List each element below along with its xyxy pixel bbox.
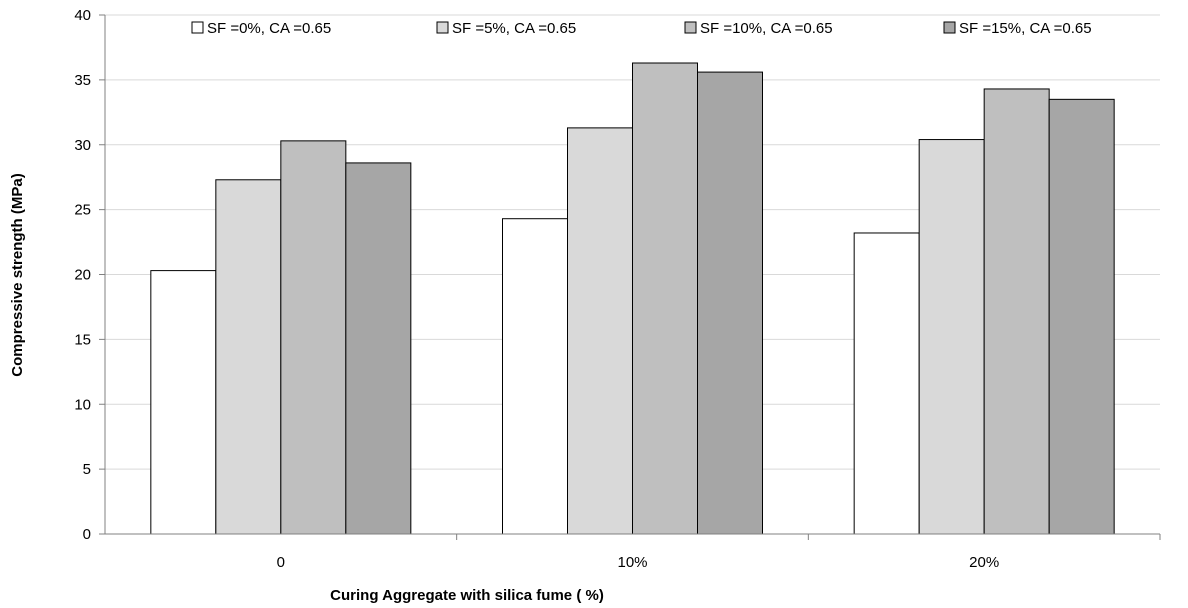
y-axis-title: Compressive strength (MPa) [9,173,26,376]
bar [150,270,217,535]
y-tick-label: 5 [83,461,91,478]
bar [632,62,698,535]
x-axis-title: Curing Aggregate with silica fume ( %) [330,587,604,604]
y-tick-label: 15 [74,331,91,348]
legend-swatch [436,21,449,34]
bar [502,218,568,535]
y-tick-label: 35 [74,72,91,89]
bars [150,62,1115,535]
bar [280,140,347,535]
y-tick-label: 20 [74,267,91,284]
y-tick-label: 25 [74,202,91,219]
bar [697,71,763,535]
bar [918,139,985,535]
x-tick-label: 0 [277,554,285,571]
bar [853,232,920,535]
legend-label: SF =10%, CA =0.65 [700,20,833,37]
bar [345,162,412,535]
legend: SF =0%, CA =0.65 SF =5%, CA =0.65 SF =10%,… [191,20,1092,37]
legend-swatch [684,21,697,34]
bar [983,88,1050,535]
legend-label: SF =5%, CA =0.65 [452,20,576,37]
legend-label: SF =15%, CA =0.65 [959,20,1092,37]
x-tick-label: 20% [969,554,999,571]
bar [1048,98,1115,535]
legend-label: SF =0%, CA =0.65 [207,20,331,37]
y-tick-label: 30 [74,137,91,154]
legend-swatch [943,21,956,34]
y-tick-label: 0 [83,526,91,543]
legend-swatch [191,21,204,34]
bar [567,127,633,535]
y-tick-label: 10 [74,396,91,413]
axes: 0 5 10 15 20 25 30 35 40 0 10% 20% [74,7,1161,571]
bar [215,179,282,535]
y-tick-label: 40 [74,7,91,24]
x-tick-label: 10% [617,554,647,571]
